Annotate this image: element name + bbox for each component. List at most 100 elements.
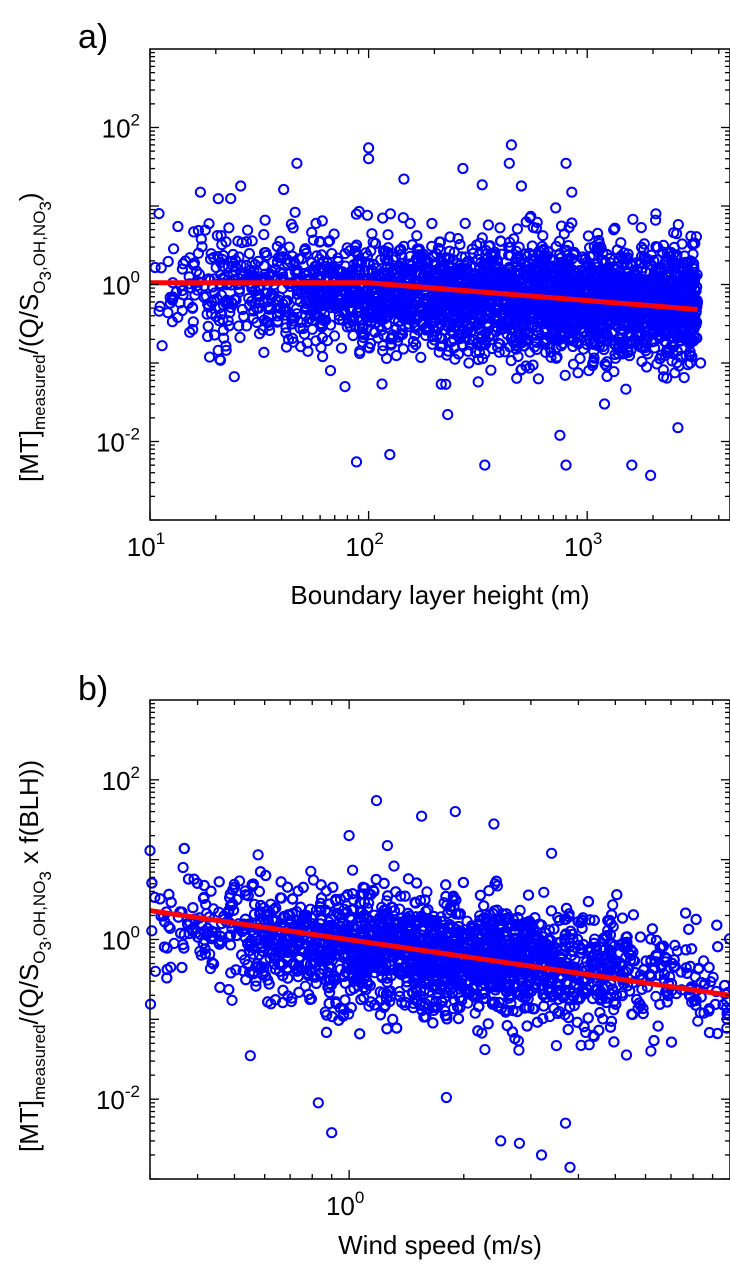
scatter-point: [202, 320, 214, 332]
scatter-point: [515, 180, 528, 192]
scatter-point: [347, 329, 359, 342]
scatter-point: [307, 234, 319, 246]
scatter-point: [225, 193, 237, 205]
scatter-point: [195, 233, 207, 245]
scatter-point: [377, 212, 389, 224]
scatter-point: [326, 248, 338, 260]
scatter-point: [211, 230, 223, 242]
scatter-point: [274, 235, 286, 247]
scatter-point: [464, 339, 476, 351]
scatter-point: [295, 341, 307, 353]
scatter-point: [287, 222, 299, 234]
scatter-point: [463, 357, 475, 369]
scatter-point: [560, 157, 572, 169]
scatter-point: [209, 329, 221, 341]
scatter-point: [407, 342, 419, 354]
scatter-point: [650, 208, 662, 220]
scatter-point: [459, 217, 471, 229]
scatter-point: [582, 230, 595, 242]
scatter-point: [505, 139, 517, 151]
scatter-point: [665, 250, 677, 263]
scatter-point: [537, 230, 549, 242]
scatter-point: [339, 381, 351, 393]
scatter-point: [223, 320, 235, 332]
scatter-point: [457, 162, 469, 175]
scatter-point: [472, 376, 484, 388]
y-tick-label: 10-2: [96, 425, 140, 458]
scatter-point: [286, 332, 299, 344]
scatter-point: [574, 352, 586, 365]
scatter-point: [581, 338, 593, 351]
scatter-point: [243, 248, 255, 260]
scatter-point: [626, 459, 638, 471]
scatter-point: [317, 351, 329, 363]
scatter-point: [289, 206, 301, 218]
scatter-point: [280, 327, 292, 339]
scatter-point: [620, 383, 632, 395]
scatter-point: [415, 351, 427, 363]
scatter-point: [350, 456, 363, 468]
scatter-point: [404, 217, 416, 229]
scatter-point: [238, 310, 250, 322]
scatter-point: [310, 217, 322, 229]
scatter-point: [666, 355, 678, 367]
scatter-point: [258, 229, 270, 241]
panel-b-label: b): [78, 670, 108, 708]
scatter-point: [657, 364, 670, 376]
scatter-point: [279, 309, 292, 321]
scatter-point: [177, 258, 189, 270]
scatter-point: [638, 244, 650, 256]
scatter-point: [280, 341, 293, 353]
scatter-point: [361, 209, 373, 221]
scatter-point: [272, 315, 284, 327]
scatter-point: [476, 179, 488, 191]
panel-a-y-axis-label: [MT]measured/(Q/SO3,OH,NO3): [14, 192, 55, 482]
scatter-point: [407, 336, 419, 348]
scatter-point: [442, 409, 454, 421]
scatter-point: [363, 142, 375, 154]
scatter-point: [187, 316, 199, 328]
scatter-point: [363, 153, 375, 165]
x-tick-label: 102: [345, 529, 383, 562]
scatter-point: [657, 239, 670, 251]
scatter-point: [172, 220, 184, 233]
scatter-point: [550, 1040, 563, 1052]
scatter-point: [608, 366, 620, 378]
scatter-point: [376, 378, 388, 390]
scatter-point: [350, 208, 362, 220]
scatter-point: [335, 342, 348, 354]
scatter-point: [242, 224, 254, 236]
scatter-point: [328, 330, 341, 342]
scatter-point: [286, 312, 298, 324]
scatter-point: [511, 223, 524, 235]
scatter-point: [532, 373, 545, 385]
scatter-point: [164, 297, 176, 309]
x-tick-label: 101: [127, 529, 165, 562]
scatter-point: [259, 214, 271, 226]
scatter-point: [324, 365, 337, 377]
scatter-point: [669, 367, 681, 379]
scatter-point: [235, 180, 247, 192]
scatter-point: [397, 212, 409, 224]
scatter-point: [559, 245, 571, 257]
scatter-point: [228, 371, 240, 383]
scatter-point: [598, 398, 611, 410]
scatter-point: [479, 459, 491, 471]
scatter-point: [378, 329, 390, 342]
scatter-point: [531, 343, 543, 355]
scatter-point: [153, 208, 165, 220]
x-tick-label: 103: [564, 529, 602, 562]
scatter-point: [287, 315, 299, 327]
scatter-point: [168, 243, 180, 255]
scatter-point: [494, 222, 506, 234]
scatter-point: [162, 255, 174, 268]
scatter-point: [678, 372, 690, 384]
scatter-point: [554, 429, 566, 441]
scatter-point: [406, 239, 418, 251]
scatter-point: [650, 214, 662, 226]
scatter-point: [216, 308, 228, 320]
scatter-point: [454, 238, 466, 251]
scatter-point: [278, 183, 290, 196]
scatter-point: [485, 364, 497, 376]
scatter-point: [398, 173, 410, 185]
